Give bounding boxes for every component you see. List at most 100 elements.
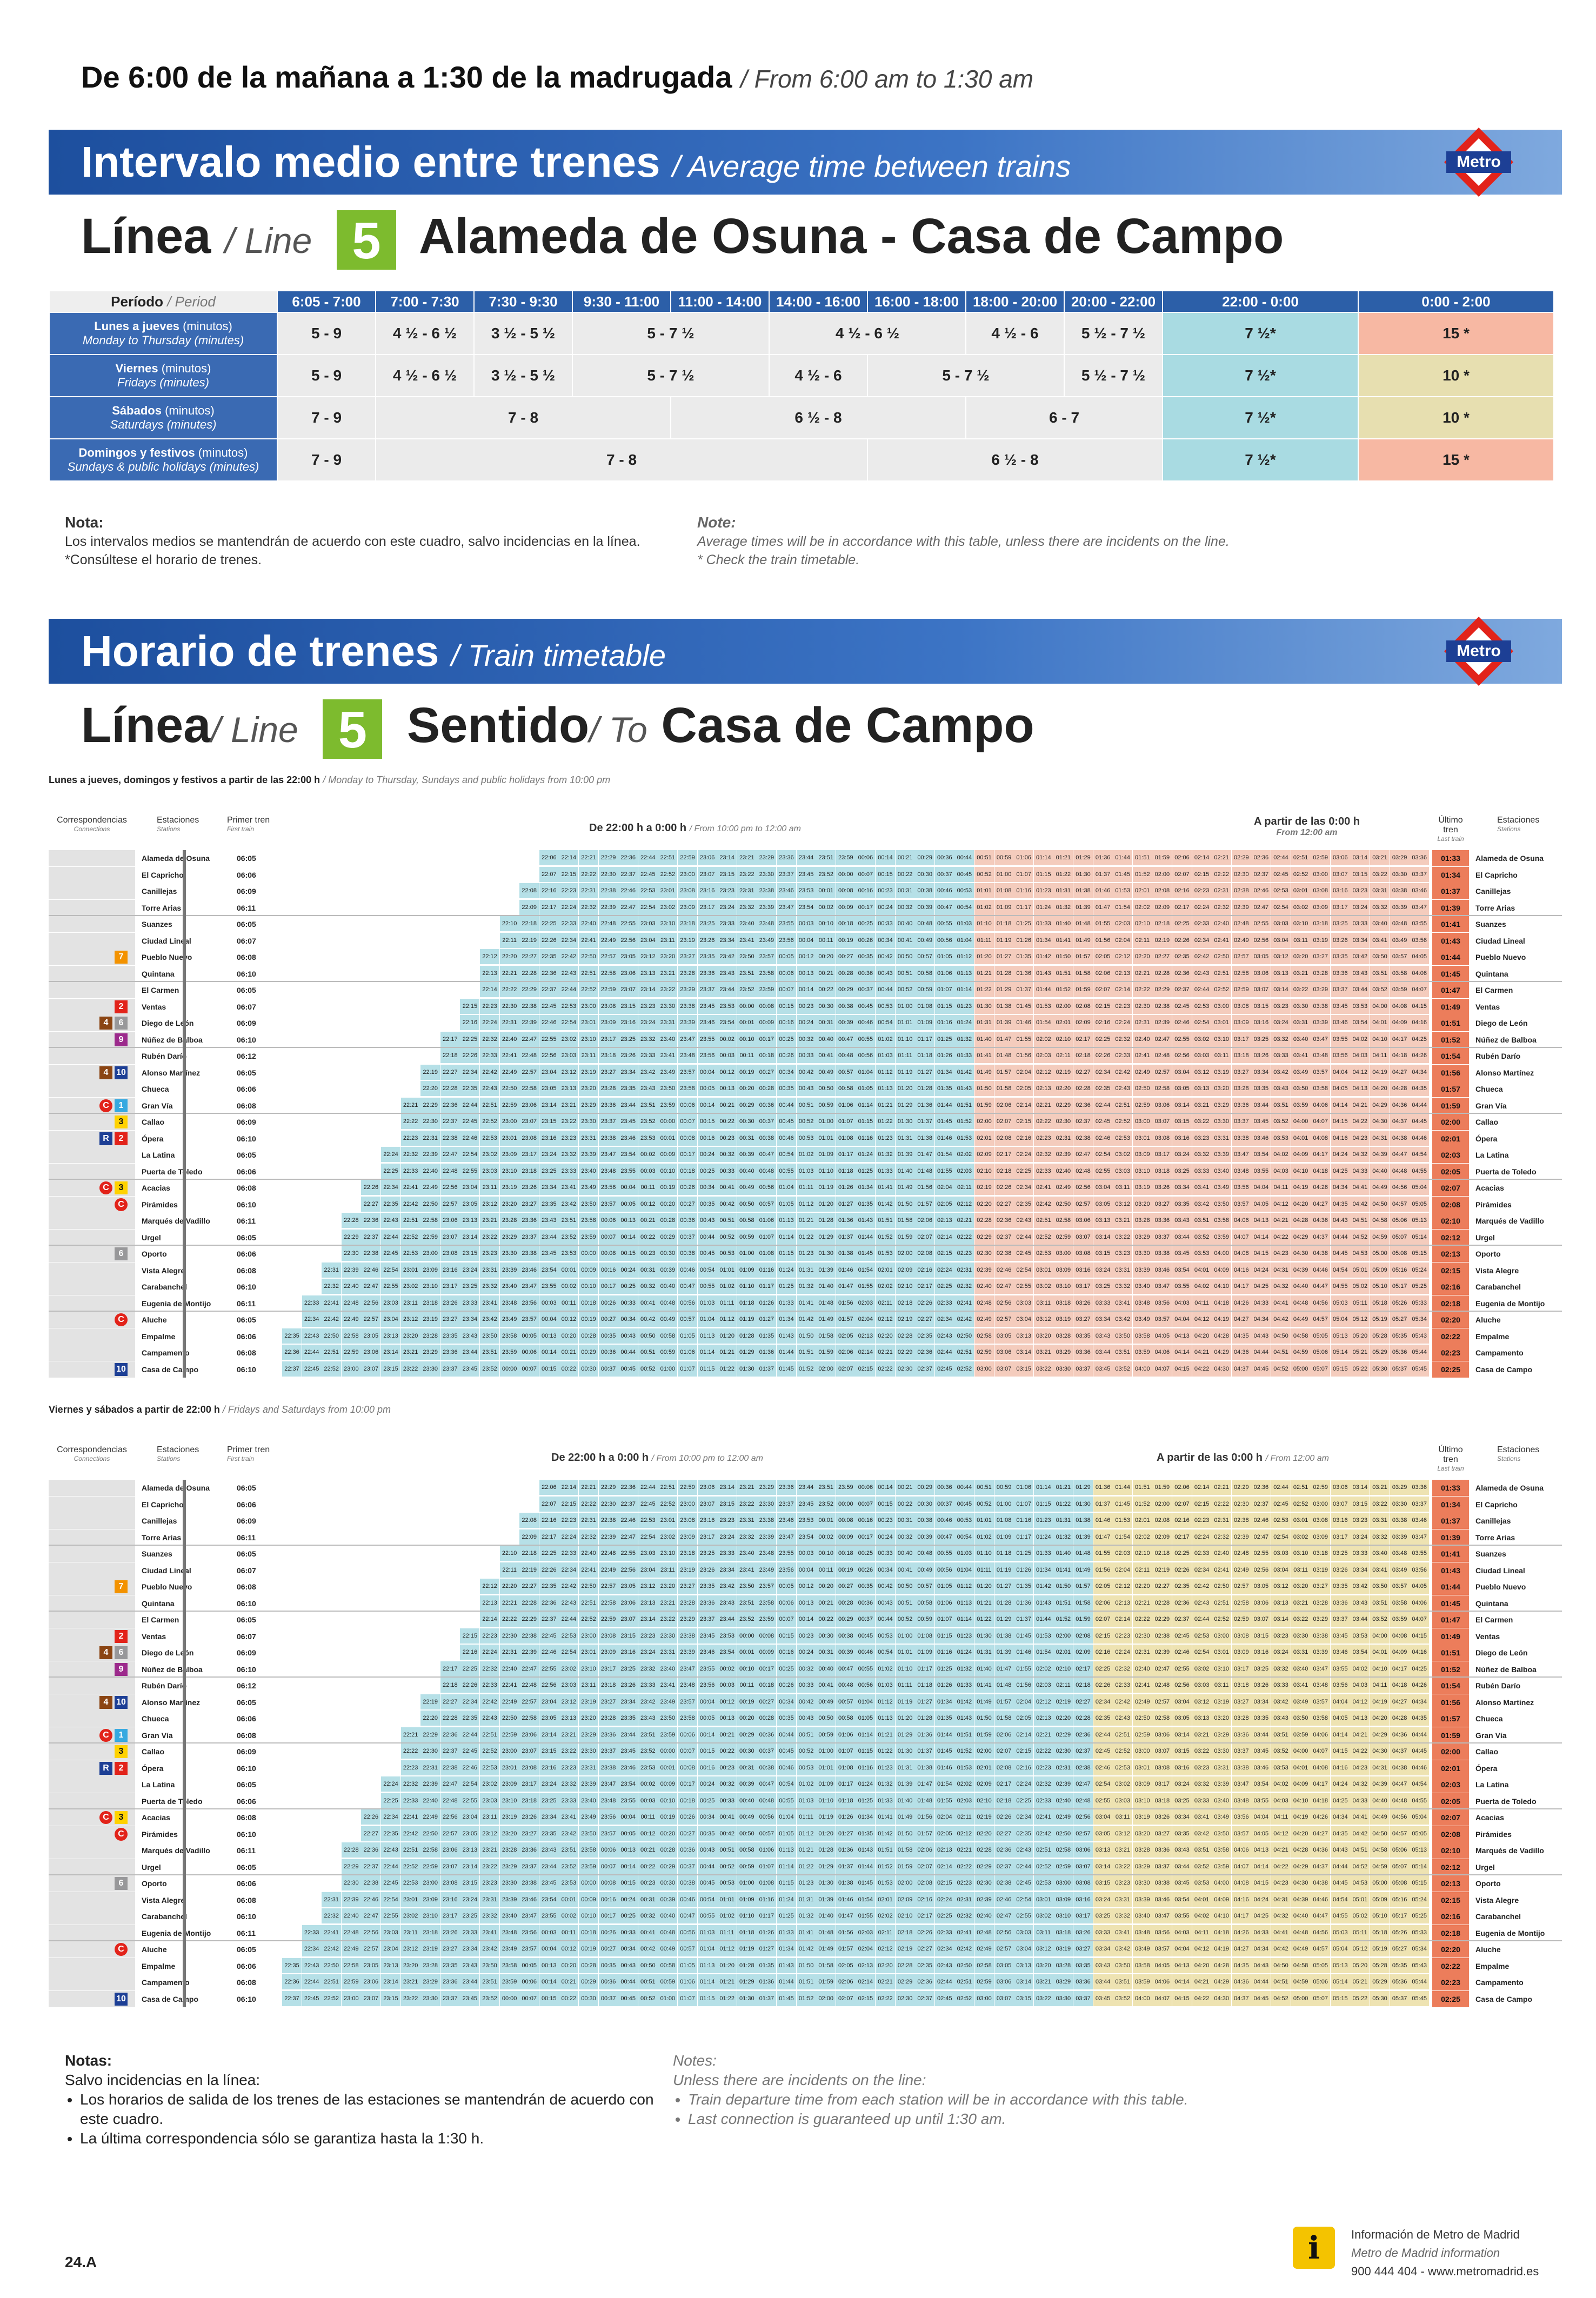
departure-time: 03:16 bbox=[1251, 1015, 1271, 1030]
departure-time: 00:03 bbox=[638, 1163, 658, 1179]
departure-time: 23:07 bbox=[361, 1361, 381, 1377]
departure-time: 23:01 bbox=[579, 1015, 598, 1030]
departure-time: 05:16 bbox=[1390, 1892, 1410, 1907]
departure-time: 03:09 bbox=[1132, 1147, 1152, 1162]
departure-time: 02:07 bbox=[994, 1114, 1014, 1129]
last-train-time: 02:16 bbox=[1432, 1279, 1469, 1295]
departure-time: 00:52 bbox=[796, 1114, 816, 1129]
last-train-time: 01:34 bbox=[1432, 866, 1469, 883]
departure-time: 03:24 bbox=[1271, 1645, 1291, 1660]
departure-time: 23:18 bbox=[598, 1048, 618, 1063]
departure-time: 04:54 bbox=[1330, 1262, 1350, 1278]
station-name-right: Chueca bbox=[1475, 1085, 1503, 1093]
departure-time: 00:01 bbox=[816, 883, 836, 898]
departure-time: 22:36 bbox=[440, 1727, 460, 1742]
departure-time: 04:41 bbox=[1271, 1925, 1291, 1940]
departure-time: 03:28 bbox=[1311, 1595, 1331, 1611]
departure-time: 04:03 bbox=[1271, 1163, 1291, 1179]
departure-time: 00:44 bbox=[777, 1727, 796, 1742]
departure-time: 03:29 bbox=[1212, 1097, 1232, 1113]
departure-time: 03:27 bbox=[1073, 1941, 1093, 1956]
departure-time: 23:29 bbox=[757, 850, 777, 865]
departure-time: 04:20 bbox=[1370, 1711, 1390, 1726]
departure-time: 23:44 bbox=[717, 982, 737, 997]
departure-time: 23:21 bbox=[480, 1213, 499, 1228]
departure-time: 04:46 bbox=[1410, 1760, 1430, 1775]
last-train-time: 02:18 bbox=[1432, 1295, 1469, 1312]
departure-time: 01:47 bbox=[994, 1031, 1014, 1047]
departure-time: 02:15 bbox=[856, 1361, 876, 1377]
departure-time: 04:40 bbox=[1370, 1163, 1390, 1179]
departure-time: 02:06 bbox=[915, 1213, 935, 1228]
departure-time: 02:26 bbox=[915, 1925, 935, 1940]
departure-time: 05:17 bbox=[1390, 1279, 1410, 1294]
departure-time: 02:34 bbox=[1192, 932, 1212, 948]
departure-time: 01:35 bbox=[934, 1081, 954, 1096]
departure-time: 00:16 bbox=[777, 1015, 796, 1030]
departure-time: 03:18 bbox=[1231, 1678, 1251, 1693]
departure-time: 23:48 bbox=[678, 1678, 697, 1693]
departure-time: 02:31 bbox=[1212, 883, 1232, 898]
departure-time: 03:28 bbox=[1231, 1081, 1251, 1096]
departure-time: 03:33 bbox=[1350, 916, 1370, 931]
first-train-time: 06:07 bbox=[237, 1632, 256, 1641]
departure-time: 02:33 bbox=[1033, 1793, 1053, 1808]
station-name-right: Campamento bbox=[1475, 1978, 1524, 1987]
departure-time: 01:32 bbox=[1053, 899, 1073, 915]
table-row: Empalme 06:06 22:35 22:43 22:50 22:58 23:05 23:… bbox=[49, 1958, 1562, 1974]
departure-time: 01:10 bbox=[816, 1793, 836, 1808]
first-train-time: 06:05 bbox=[237, 1945, 256, 1954]
departure-time: 01:13 bbox=[777, 1842, 796, 1858]
departure-time: 02:44 bbox=[1192, 1612, 1212, 1627]
departure-time: 03:12 bbox=[1033, 1312, 1053, 1327]
departure-time: 00:30 bbox=[915, 866, 935, 882]
departure-time: 02:23 bbox=[954, 1875, 974, 1890]
departure-time: 00:35 bbox=[856, 949, 876, 964]
departure-time: 03:36 bbox=[1073, 1974, 1093, 1989]
last-train-time: 01:56 bbox=[1432, 1064, 1469, 1081]
departure-time: 22:22 bbox=[400, 1743, 420, 1759]
departure-time: 03:48 bbox=[1132, 1925, 1152, 1940]
station-name: Quintana bbox=[142, 1599, 175, 1608]
departure-time: 02:23 bbox=[1192, 883, 1212, 898]
departure-time: 04:56 bbox=[1311, 1925, 1331, 1940]
table-row: 7 Pueblo Nuevo 06:08 22:12 22:20 22:27 22:35 22… bbox=[49, 1579, 1562, 1595]
departure-time: 01:53 bbox=[1113, 1513, 1133, 1528]
departure-time: 23:22 bbox=[400, 1990, 420, 2006]
departure-time: 00:00 bbox=[836, 1496, 856, 1512]
departure-time: 22:57 bbox=[519, 1694, 539, 1709]
departure-time: 03:15 bbox=[1350, 866, 1370, 882]
departure-time: 02:36 bbox=[1251, 1480, 1271, 1495]
departure-time: 23:08 bbox=[440, 1875, 460, 1890]
departure-time: 23:33 bbox=[559, 1793, 579, 1808]
departure-time: 22:58 bbox=[598, 965, 618, 981]
departure-time: 00:57 bbox=[836, 1064, 856, 1080]
departure-time: 00:13 bbox=[717, 1081, 737, 1096]
departure-time: 02:34 bbox=[1014, 1180, 1034, 1195]
departure-time: 04:44 bbox=[1410, 1727, 1430, 1742]
departure-time: 22:28 bbox=[341, 1213, 361, 1228]
departure-time: 03:36 bbox=[1231, 1097, 1251, 1113]
metro-contact: Información de Metro de Madrid Metro de … bbox=[1351, 2228, 1539, 2278]
departure-time: 01:38 bbox=[994, 1628, 1014, 1644]
departure-time: 03:56 bbox=[1330, 1048, 1350, 1063]
departure-time: 00:50 bbox=[816, 1711, 836, 1726]
departure-time: 22:36 bbox=[618, 1480, 638, 1495]
departure-time: 05:09 bbox=[1370, 1892, 1390, 1907]
departure-time: 22:48 bbox=[519, 1678, 539, 1693]
departure-time: 01:54 bbox=[856, 1892, 876, 1907]
departure-time: 03:55 bbox=[1172, 1908, 1192, 1923]
departure-time: 00:48 bbox=[757, 1793, 777, 1808]
departure-time: 23:21 bbox=[480, 1842, 499, 1858]
departure-time: 04:01 bbox=[1370, 1015, 1390, 1030]
departure-time: 00:28 bbox=[836, 1595, 856, 1611]
departure-time: 23:56 bbox=[697, 1048, 717, 1063]
departure-time: 23:16 bbox=[618, 1015, 638, 1030]
departure-time: 01:03 bbox=[796, 1793, 816, 1808]
departure-time: 02:03 bbox=[1033, 1048, 1053, 1063]
departure-time: 04:43 bbox=[1330, 1213, 1350, 1228]
departure-time: 02:45 bbox=[1172, 998, 1192, 1014]
departure-time: 01:14 bbox=[1033, 1480, 1053, 1495]
station-name: Chueca bbox=[142, 1085, 169, 1093]
departure-time: 23:33 bbox=[717, 916, 737, 931]
